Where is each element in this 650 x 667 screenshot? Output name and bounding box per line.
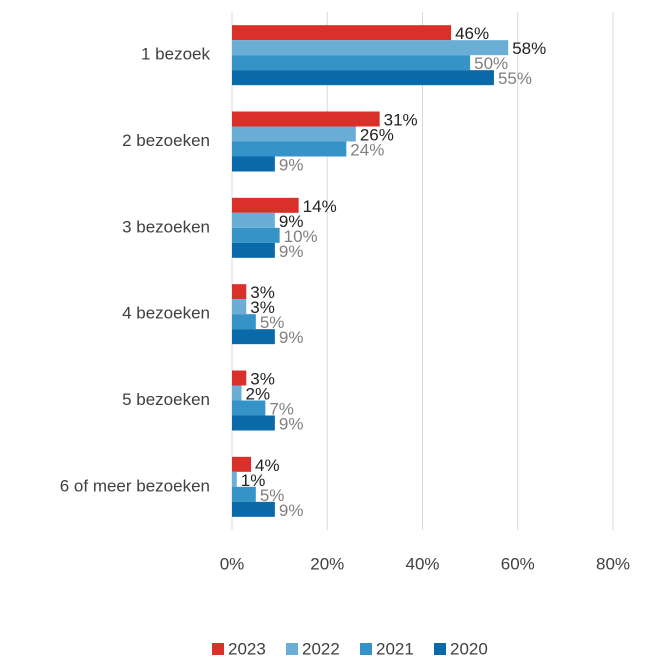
data-label: 3% [250,298,275,317]
bar [232,299,247,315]
data-label: 2% [246,384,271,403]
data-label: 58% [512,39,546,58]
data-label: 26% [360,125,394,144]
bar [232,471,237,487]
data-label: 7% [269,399,294,418]
bar [232,40,509,56]
bar [232,370,247,386]
bar [232,456,252,472]
data-label: 46% [455,24,489,43]
y-tick-label: 4 bezoeken [122,304,210,323]
legend-swatch [434,643,446,655]
y-tick-label: 5 bezoeken [122,390,210,409]
bar [232,227,280,243]
legend-label: 2022 [302,639,340,658]
bar [232,415,275,431]
data-label: 3% [250,369,275,388]
bar [232,156,275,172]
bar [232,70,494,86]
bar [232,141,347,157]
data-label: 4% [255,456,280,475]
data-label: 9% [279,328,304,347]
legend-swatch [286,643,298,655]
data-label: 9% [279,242,304,261]
bar [232,329,275,345]
bar [232,284,247,300]
data-label: 24% [350,140,384,159]
legend-swatch [360,643,372,655]
y-tick-label: 2 bezoeken [122,131,210,150]
legend-swatch [212,643,224,655]
bar [232,314,256,330]
bar [232,25,452,41]
bar [232,126,356,142]
data-label: 10% [284,227,318,246]
data-label: 1% [241,471,266,490]
legend-label: 2020 [450,639,488,658]
data-label: 31% [384,110,418,129]
legend-label: 2023 [228,639,266,658]
data-label: 9% [279,501,304,520]
data-label: 9% [279,155,304,174]
x-tick-label: 40% [405,554,439,573]
bar [232,486,256,502]
x-tick-label: 0% [220,554,245,573]
bar [232,55,471,71]
bar [232,400,266,416]
data-label: 9% [279,212,304,231]
legend-label: 2021 [376,639,414,658]
bar [232,385,242,401]
x-tick-label: 80% [596,554,630,573]
bar [232,197,299,213]
bar [232,111,380,127]
data-label: 5% [260,313,285,332]
data-label: 5% [260,486,285,505]
data-label: 9% [279,414,304,433]
data-label: 14% [303,197,337,216]
y-tick-label: 3 bezoeken [122,217,210,236]
y-tick-label: 1 bezoek [141,45,210,64]
x-tick-label: 20% [310,554,344,573]
bar [232,212,275,228]
data-label: 50% [474,54,508,73]
y-tick-label: 6 of meer bezoeken [60,476,210,495]
data-label: 3% [250,283,275,302]
bar [232,501,275,517]
bar [232,242,275,258]
x-tick-label: 60% [501,554,535,573]
data-label: 55% [498,69,532,88]
